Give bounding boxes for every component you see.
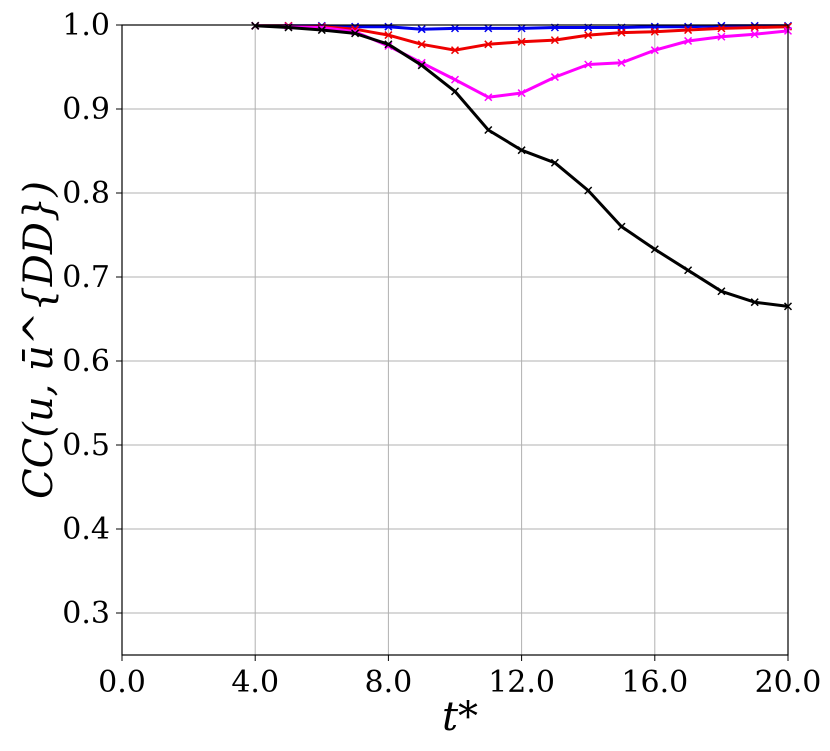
- data-point-marker: [617, 58, 626, 67]
- x-tick-label: 8.0: [365, 665, 413, 700]
- y-tick-label: 0.9: [62, 92, 110, 127]
- data-point-marker: [684, 26, 693, 35]
- data-point-marker: [584, 31, 593, 40]
- x-axis-title: t*: [442, 694, 478, 740]
- data-point-marker: [717, 287, 726, 296]
- data-point-marker: [251, 21, 260, 30]
- data-point-marker: [450, 24, 460, 33]
- plot-frame: [121, 24, 789, 656]
- y-tick-label: 0.7: [62, 260, 110, 295]
- data-point-marker: [417, 25, 426, 34]
- data-point-marker: [750, 30, 759, 39]
- series-group: [251, 21, 793, 311]
- data-point-marker: [717, 24, 726, 33]
- data-point-marker: [317, 26, 326, 35]
- y-tick-label: 0.4: [62, 512, 110, 547]
- data-point-marker: [717, 32, 726, 41]
- data-point-marker: [450, 75, 460, 84]
- x-tick-label: 4.0: [231, 665, 279, 700]
- y-tick-label: 0.8: [62, 176, 110, 211]
- data-point-marker: [384, 31, 393, 40]
- x-tick-label: 0.0: [98, 665, 146, 700]
- data-point-marker: [617, 28, 626, 37]
- data-point-marker: [484, 24, 493, 33]
- x-tick-label: 20.0: [755, 665, 822, 700]
- data-point-marker: [750, 298, 759, 307]
- x-tick-label: 16.0: [621, 665, 688, 700]
- data-point-marker: [550, 36, 559, 45]
- y-ticks: 0.3 0.4 0.5 0.6 0.7 0.8 0.9 1.0: [62, 8, 122, 631]
- grid: [121, 24, 789, 655]
- data-point-marker: [584, 60, 593, 69]
- data-point-marker: [417, 40, 426, 49]
- data-point-marker: [450, 46, 460, 55]
- data-point-marker: [384, 40, 393, 49]
- data-point-marker: [650, 245, 659, 254]
- data-point-marker: [584, 186, 593, 195]
- data-point-marker: [517, 89, 526, 98]
- data-point-marker: [617, 222, 626, 231]
- data-point-marker: [517, 37, 526, 46]
- data-point-marker: [550, 158, 559, 167]
- data-point-marker: [550, 73, 559, 82]
- x-ticks: 0.0 4.0 8.0 12.0 16.0 20.0: [98, 655, 821, 700]
- data-point-marker: [684, 266, 693, 275]
- x-tick-label: 12.0: [488, 665, 555, 700]
- data-point-marker: [351, 29, 360, 38]
- data-point-marker: [484, 93, 493, 102]
- y-tick-label: 1.0: [62, 8, 110, 43]
- y-tick-label: 0.5: [62, 428, 110, 463]
- y-tick-label: 0.3: [62, 596, 110, 631]
- data-point-marker: [650, 46, 659, 55]
- y-tick-label: 0.6: [62, 344, 110, 379]
- data-point-marker: [417, 61, 426, 70]
- data-point-marker: [450, 87, 460, 96]
- data-point-marker: [484, 40, 493, 49]
- data-point-marker: [384, 22, 393, 31]
- data-point-marker: [650, 27, 659, 36]
- data-point-marker: [517, 146, 526, 155]
- y-axis-title: CC(u, ū^{DD}): [16, 181, 62, 499]
- data-point-marker: [517, 24, 526, 33]
- data-point-marker: [484, 125, 493, 135]
- series-3: [251, 21, 793, 311]
- data-point-marker: [684, 36, 693, 45]
